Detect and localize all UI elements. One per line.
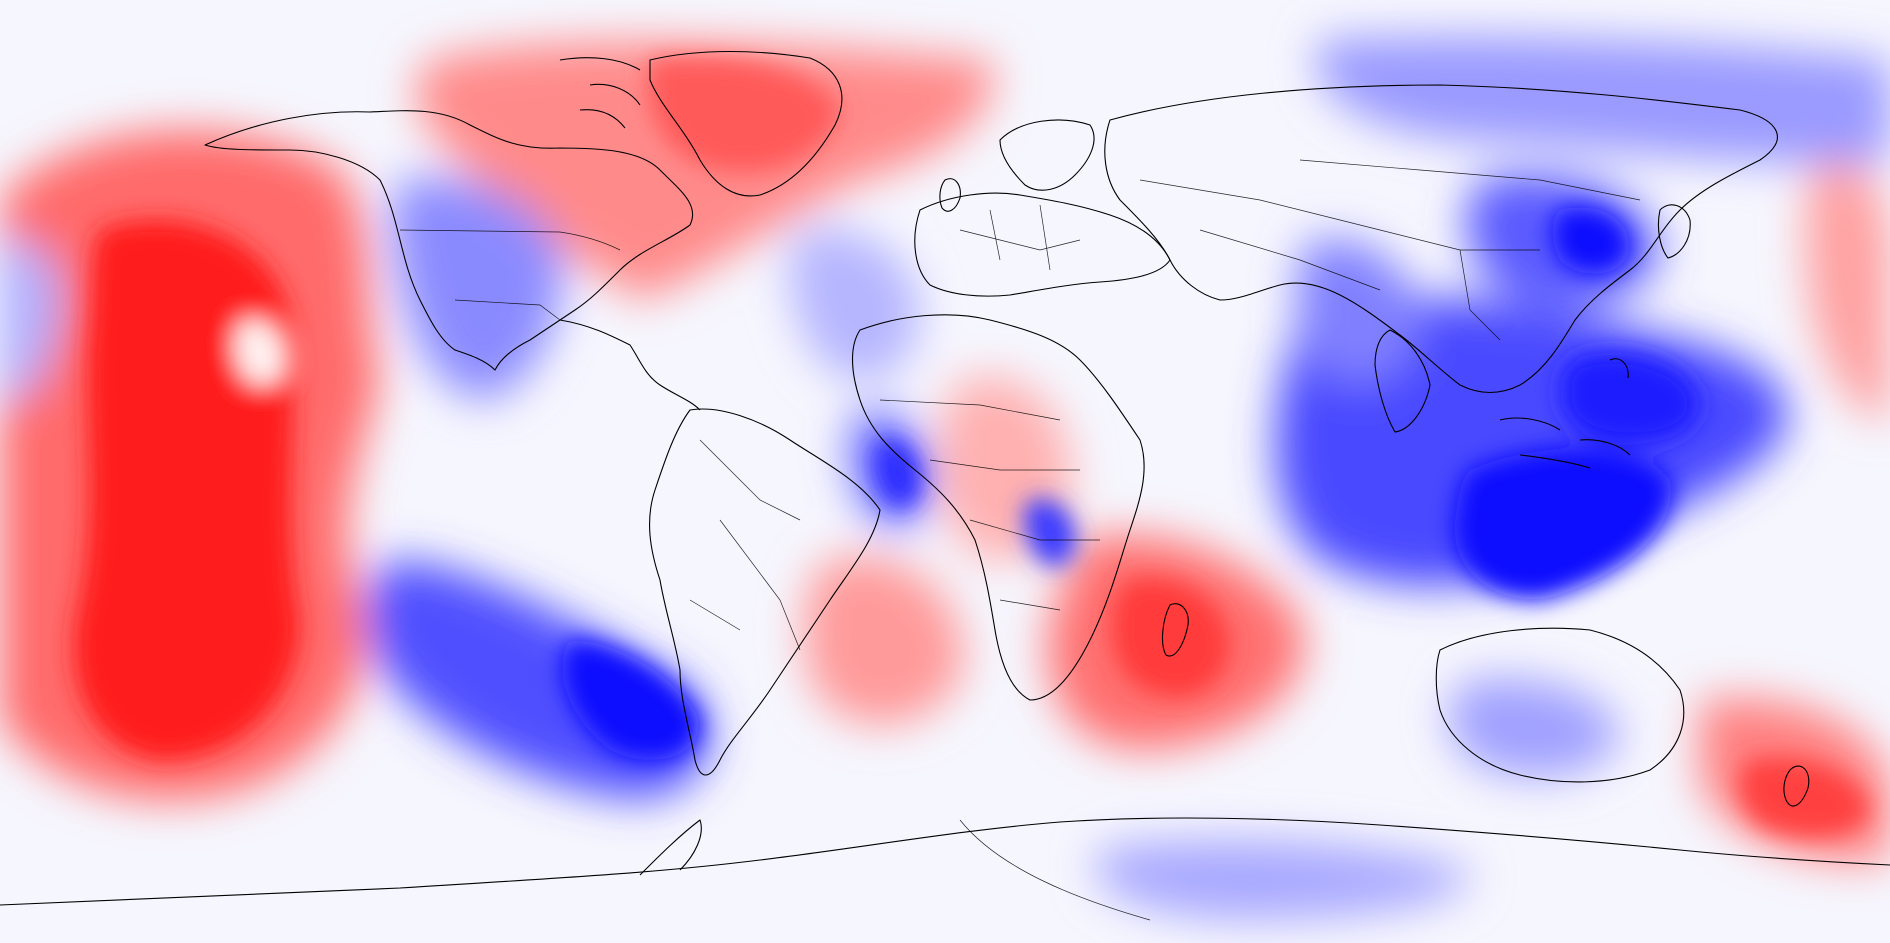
australia-coastline bbox=[1435, 627, 1685, 783]
western-pacific-cool-core bbox=[1454, 448, 1672, 600]
antarctica-cool-anomaly bbox=[1095, 839, 1471, 920]
antarctica-coastline bbox=[0, 817, 1890, 906]
europe-borders bbox=[959, 204, 1081, 271]
canadian-archipelago-coastline bbox=[559, 57, 641, 129]
central-america-coastline bbox=[559, 319, 701, 411]
africa-coastline bbox=[852, 314, 1145, 701]
tasman-warm-core bbox=[1739, 757, 1870, 837]
japan-coastline bbox=[1657, 204, 1691, 259]
dateline-cool-anomaly bbox=[0, 238, 62, 402]
us-canada-border bbox=[399, 229, 621, 251]
northeast-asia-cool-anomaly bbox=[1316, 36, 1890, 163]
anomaly-field bbox=[0, 36, 1890, 920]
south-america-borders bbox=[689, 439, 801, 651]
south-atlantic-warm-anomaly bbox=[804, 556, 964, 725]
atlantic-cool-anomaly bbox=[789, 228, 920, 381]
asia-coastline bbox=[1104, 84, 1778, 393]
madagascar-coastline bbox=[1161, 603, 1189, 657]
pacific-warm-core bbox=[73, 220, 300, 760]
philippine-sea-cool-core bbox=[1560, 352, 1700, 444]
southeast-asia-islands-coastline bbox=[1499, 358, 1631, 469]
coastlines bbox=[0, 50, 1890, 906]
korea-cool-core bbox=[1552, 207, 1630, 274]
us-mexico-border bbox=[454, 299, 561, 321]
east-pacific-warm-band bbox=[1805, 158, 1890, 421]
anomaly-field-cores bbox=[73, 57, 1870, 837]
greenland-warm-core bbox=[648, 57, 840, 172]
north-america-coastline bbox=[204, 110, 694, 371]
antarctica-sector-line bbox=[959, 819, 1151, 921]
south-america-coastline bbox=[649, 408, 881, 776]
north-indian-cool-anomaly bbox=[1296, 238, 1420, 385]
north-america-cool-anomaly bbox=[392, 178, 562, 400]
new-zealand-coastline bbox=[1783, 765, 1810, 807]
greenland-warm-anomaly bbox=[415, 41, 994, 300]
country-borders bbox=[399, 159, 1641, 921]
africa-borders bbox=[879, 399, 1100, 611]
india-coastline bbox=[1374, 329, 1431, 433]
madagascar-warm-core bbox=[1111, 578, 1230, 697]
antarctic-peninsula-coastline bbox=[639, 819, 702, 876]
scandinavia-coastline bbox=[999, 119, 1095, 191]
greenland-coastline bbox=[649, 50, 843, 197]
british-isles-coastline bbox=[939, 178, 961, 212]
europe-coastline bbox=[914, 192, 1171, 297]
africa-cool-core bbox=[874, 438, 921, 508]
south-america-cool-core bbox=[562, 640, 700, 760]
asia-borders bbox=[1139, 159, 1641, 341]
central-africa-cool-core bbox=[1024, 498, 1076, 567]
pacific-warm-gap bbox=[234, 319, 286, 385]
australia-cool-anomaly bbox=[1447, 678, 1620, 778]
